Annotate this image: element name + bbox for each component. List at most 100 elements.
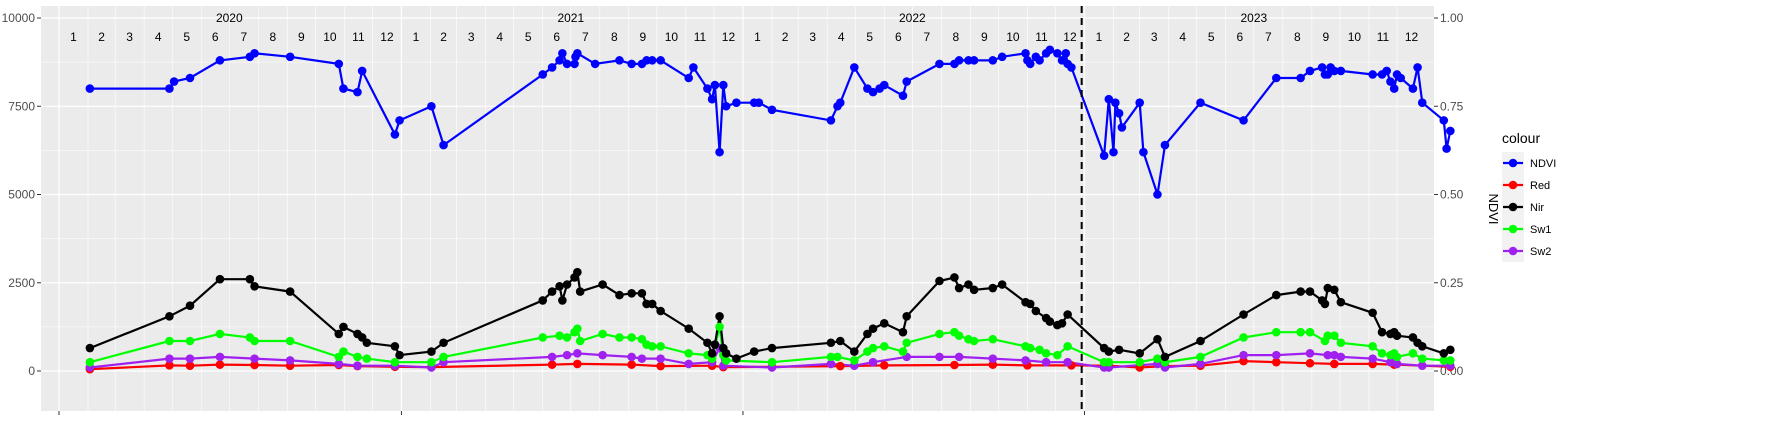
point-ndvi	[1396, 73, 1406, 83]
point-sw2	[1417, 361, 1427, 371]
point-nir	[902, 311, 912, 321]
point-ndvi	[538, 70, 548, 79]
point-sw1	[647, 341, 657, 351]
point-ndvi	[1053, 49, 1062, 58]
month-label: 3	[468, 30, 475, 44]
point-sw1	[969, 336, 979, 346]
point-sw1	[1063, 341, 1072, 351]
point-sw1	[767, 357, 777, 367]
month-label: 4	[838, 30, 845, 44]
month-label: 9	[981, 30, 988, 44]
point-red	[165, 361, 174, 370]
point-nir	[538, 296, 548, 305]
y-right-tick-label: 0.50	[1440, 188, 1464, 202]
point-sw1	[935, 329, 944, 339]
point-ndvi	[1386, 77, 1395, 86]
point-ndvi	[1061, 49, 1071, 58]
point-ndvi	[555, 56, 564, 65]
point-sw2	[988, 354, 998, 363]
point-sw1	[826, 352, 836, 362]
point-ndvi	[684, 73, 693, 83]
point-ndvi	[1413, 63, 1422, 72]
point-nir	[1031, 306, 1041, 316]
y-right-tick-label: 0.75	[1440, 99, 1464, 113]
month-label: 4	[155, 30, 162, 44]
point-sw1	[1271, 327, 1281, 337]
point-nir	[395, 350, 404, 360]
point-sw1	[954, 331, 964, 341]
point-sw2	[1196, 359, 1205, 369]
point-nir	[850, 347, 859, 356]
month-label: 2	[98, 30, 105, 44]
month-label: 7	[923, 30, 930, 44]
point-nir	[950, 273, 959, 282]
point-ndvi	[165, 84, 174, 93]
point-sw2	[1330, 350, 1339, 360]
point-ndvi	[1109, 147, 1118, 157]
legend-key-point	[1508, 180, 1518, 190]
point-ndvi	[707, 94, 717, 104]
point-nir	[1368, 308, 1377, 318]
point-nir	[721, 349, 731, 358]
point-nir	[390, 341, 400, 351]
point-sw2	[935, 352, 944, 362]
point-ndvi	[339, 84, 348, 93]
point-sw1	[1439, 356, 1449, 365]
point-sw1	[439, 352, 448, 362]
point-nir	[85, 343, 95, 353]
point-sw2	[285, 356, 295, 365]
legend-item-red: Red	[1502, 174, 1550, 196]
point-ndvi	[1104, 94, 1114, 104]
point-nir	[562, 280, 572, 289]
year-label: 2021	[557, 11, 584, 25]
point-nir	[988, 283, 998, 293]
point-nir	[1104, 347, 1114, 356]
point-nir	[215, 274, 225, 284]
month-label: 6	[895, 30, 902, 44]
month-label: 5	[1208, 30, 1215, 44]
point-sw2	[826, 359, 836, 369]
point-nir	[935, 276, 944, 286]
point-sw1	[1035, 345, 1044, 355]
point-ndvi	[1021, 49, 1030, 58]
point-ndvi	[1025, 59, 1035, 69]
legend-label: NDVI	[1530, 158, 1556, 170]
point-nir	[715, 311, 724, 321]
point-nir	[1239, 310, 1248, 319]
point-sw1	[165, 336, 174, 346]
point-ndvi	[732, 98, 741, 108]
month-label: 12	[380, 30, 394, 44]
point-nir	[767, 343, 777, 353]
point-ndvi	[334, 59, 344, 69]
point-ndvi	[390, 130, 400, 139]
point-nir	[362, 338, 372, 348]
point-ndvi	[627, 59, 636, 69]
point-nir	[1320, 299, 1330, 309]
point-sw1	[390, 357, 400, 367]
point-red	[1271, 357, 1281, 367]
point-ndvi	[570, 59, 579, 69]
point-sw1	[362, 354, 372, 363]
point-sw2	[165, 354, 174, 363]
year-label: 2020	[216, 11, 243, 25]
year-label: 2022	[899, 11, 926, 25]
point-nir	[555, 281, 564, 291]
month-label: 11	[1377, 30, 1390, 44]
point-ndvi	[754, 98, 764, 108]
legend-item-nir: Nir	[1502, 196, 1544, 218]
point-ndvi	[850, 63, 859, 72]
point-nir	[1446, 345, 1455, 355]
point-nir	[1392, 331, 1402, 341]
point-nir	[1045, 317, 1055, 326]
point-sw1	[285, 336, 295, 346]
point-sw2	[1271, 350, 1281, 360]
point-ndvi	[1368, 70, 1377, 79]
point-ndvi	[1099, 151, 1109, 160]
month-label: 10	[665, 30, 679, 44]
point-nir	[427, 347, 436, 356]
point-ndvi	[721, 101, 731, 111]
point-nir	[969, 285, 979, 295]
month-label: 6	[1236, 30, 1243, 44]
month-label: 5	[525, 30, 532, 44]
month-label: 2	[1123, 30, 1130, 44]
